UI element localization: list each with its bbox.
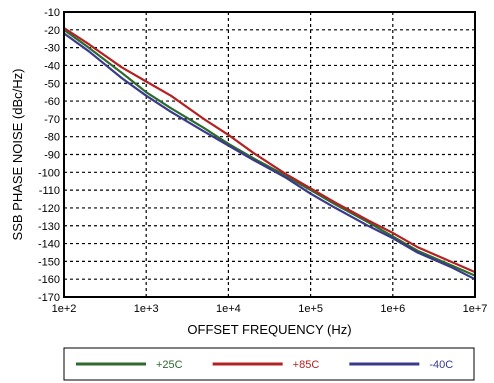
- y-tick-label: -100: [38, 167, 60, 179]
- series-line: [63, 32, 476, 281]
- x-tick-label: 1e+2: [52, 303, 77, 315]
- legend: +25C +85C -40C: [63, 347, 475, 381]
- y-tick-label: -50: [44, 78, 60, 90]
- y-tick-label: -90: [44, 150, 60, 162]
- y-tick-label: -30: [44, 43, 60, 55]
- y-axis-title: SSB PHASE NOISE (dBc/Hz): [10, 69, 25, 241]
- y-tick-label: -70: [44, 114, 60, 126]
- y-tick-label: -170: [38, 292, 60, 304]
- x-axis-title: OFFSET FREQUENCY (Hz): [187, 322, 351, 337]
- y-tick-label: -120: [38, 203, 60, 215]
- legend-label: +25C: [156, 359, 183, 371]
- y-tick-label: -150: [38, 256, 60, 268]
- x-tick-label: 1e+6: [380, 303, 405, 315]
- x-tick-label: 1e+3: [134, 303, 159, 315]
- x-tick-label: 1e+7: [463, 303, 488, 315]
- y-tick-label: -10: [44, 7, 60, 19]
- y-tick-label: -60: [44, 96, 60, 108]
- x-tick-labels: 1e+2 1e+3 1e+4 1e+5 1e+6 1e+7: [52, 303, 488, 315]
- y-tick-label: -80: [44, 132, 60, 144]
- legend-label: -40C: [429, 359, 453, 371]
- legend-label: +85C: [293, 359, 320, 371]
- y-tick-labels: -10 -20 -30 -40 -50 -60 -70 -80 -90 -100 -110 -120 -…: [38, 7, 60, 304]
- y-tick-label: -160: [38, 274, 60, 286]
- series-line: [63, 27, 476, 274]
- x-tick-label: 1e+5: [298, 303, 323, 315]
- grid: [64, 12, 475, 297]
- series-lines: [63, 27, 476, 281]
- y-tick-label: -130: [38, 221, 60, 233]
- y-tick-label: -20: [44, 25, 60, 37]
- y-tick-label: -40: [44, 60, 60, 72]
- y-tick-label: -140: [38, 239, 60, 251]
- y-tick-label: -110: [39, 185, 60, 197]
- series-line: [63, 28, 476, 277]
- x-tick-label: 1e+4: [216, 303, 241, 315]
- plot-frame: [63, 11, 476, 298]
